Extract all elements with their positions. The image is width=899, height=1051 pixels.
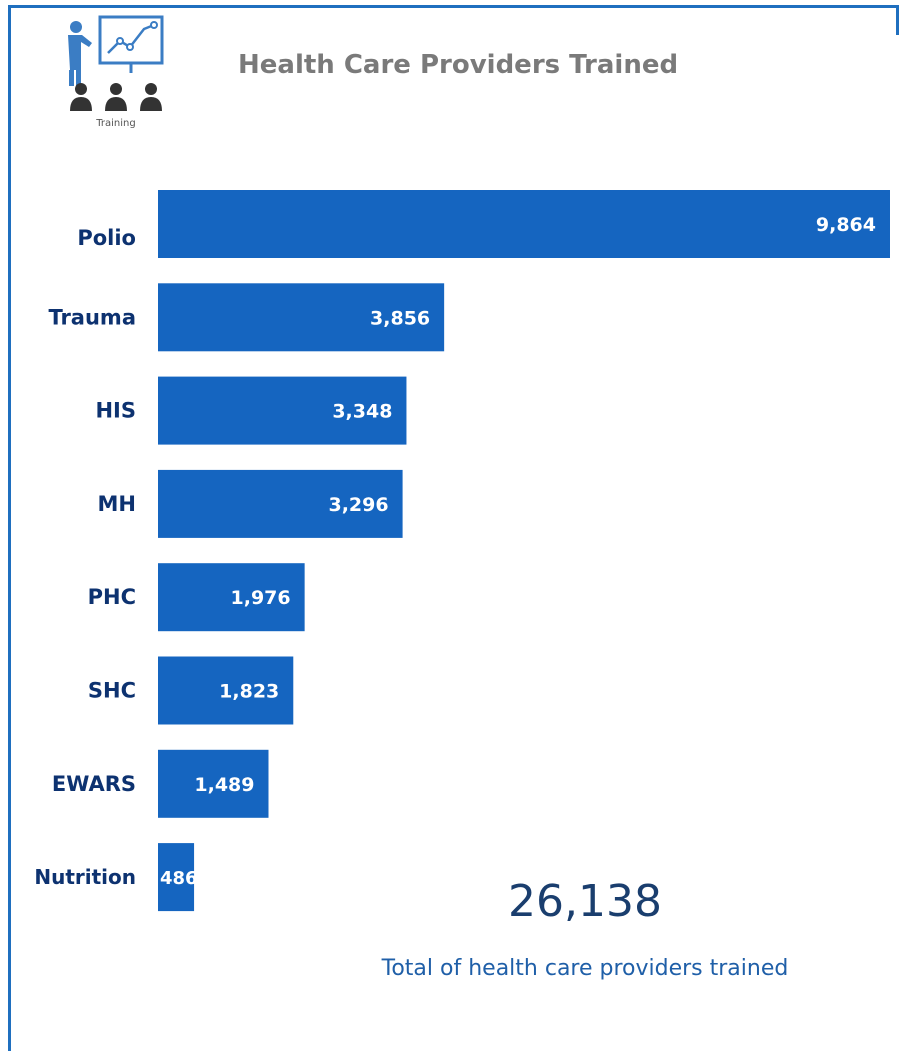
category-label-his: HIS bbox=[95, 399, 136, 423]
value-label-trauma: 3,856 bbox=[370, 307, 430, 329]
page-title: Health Care Providers Trained bbox=[238, 50, 679, 80]
bar-mh bbox=[158, 469, 403, 538]
category-label-ewars: EWARS bbox=[52, 772, 136, 796]
category-label-mh: MH bbox=[98, 492, 136, 516]
category-label-trauma: Trauma bbox=[48, 305, 136, 329]
bar-nutrition bbox=[158, 843, 195, 912]
category-label-shc: SHC bbox=[88, 679, 136, 703]
category-label-phc: PHC bbox=[88, 585, 136, 609]
value-label-his: 3,348 bbox=[332, 401, 392, 423]
icon-caption: Training bbox=[96, 118, 136, 129]
panel-frame bbox=[8, 5, 899, 1051]
training-presentation-icon bbox=[68, 15, 164, 111]
category-label-nutrition: Nutrition bbox=[34, 865, 136, 889]
value-label-shc: 1,823 bbox=[219, 681, 279, 703]
value-label-nutrition: 486 bbox=[160, 868, 198, 889]
value-label-mh: 3,296 bbox=[328, 494, 388, 516]
panel-frame-right-edge bbox=[896, 5, 899, 35]
bar-ewars bbox=[158, 749, 269, 818]
total-label: Total of health care providers trained bbox=[381, 956, 789, 981]
training-icon-group: Training bbox=[62, 15, 170, 135]
bar-polio bbox=[158, 190, 890, 258]
value-label-ewars: 1,489 bbox=[194, 774, 254, 796]
bar-shc bbox=[158, 656, 294, 725]
value-label-polio: 9,864 bbox=[816, 214, 876, 236]
category-label-polio: Polio bbox=[77, 226, 136, 250]
bar-his bbox=[158, 376, 407, 445]
bar-phc bbox=[158, 563, 305, 632]
bar-trauma bbox=[158, 283, 445, 352]
total-value: 26,138 bbox=[508, 876, 662, 927]
value-label-phc: 1,976 bbox=[231, 587, 291, 609]
